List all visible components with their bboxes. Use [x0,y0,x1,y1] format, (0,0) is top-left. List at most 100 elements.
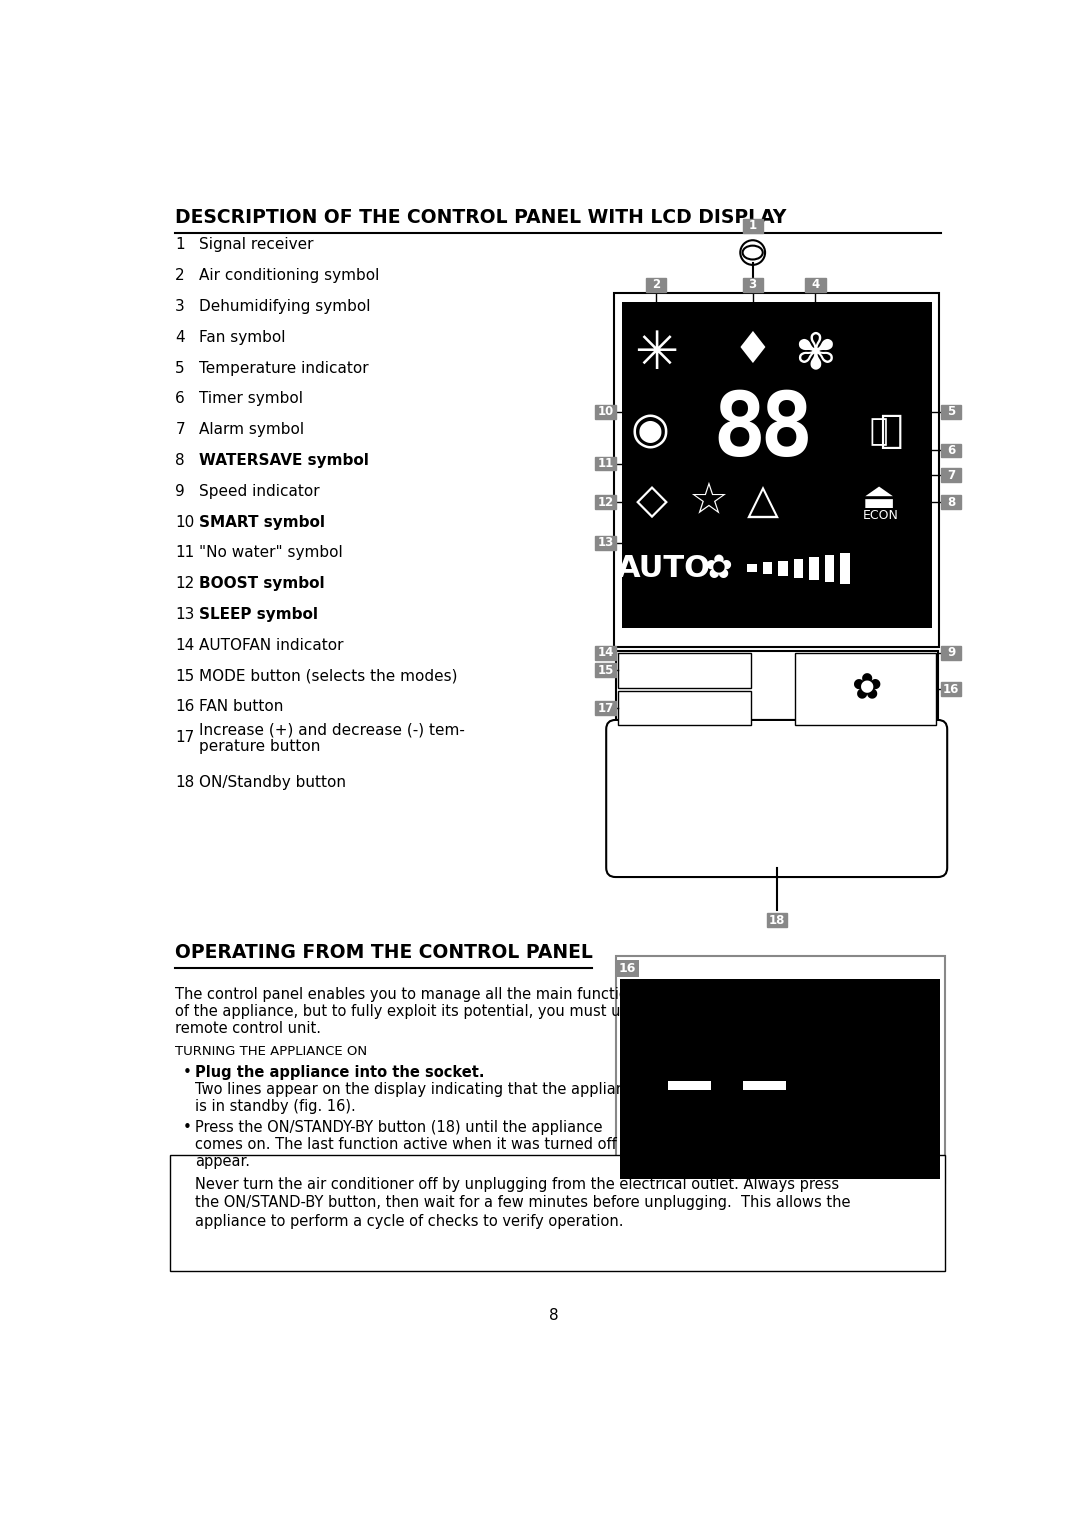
Text: 16: 16 [943,682,959,696]
Text: remote control unit.: remote control unit. [175,1021,322,1036]
Text: 13: 13 [597,536,613,550]
Text: MODE button (selects the modes): MODE button (selects the modes) [199,668,457,684]
Text: 18: 18 [175,775,194,790]
Text: AUTOFAN indicator: AUTOFAN indicator [199,638,343,653]
Text: Timer symbol: Timer symbol [199,391,302,407]
Text: •: • [183,1121,192,1135]
Bar [646,277,666,293]
Text: 10: 10 [175,514,194,530]
Bar [747,564,757,571]
Text: FAN button: FAN button [199,699,283,715]
Bar [618,690,751,725]
Bar [595,456,616,470]
Bar [941,494,961,508]
Text: 11: 11 [175,545,194,561]
Text: DESCRIPTION OF THE CONTROL PANEL WITH LCD DISPLAY: DESCRIPTION OF THE CONTROL PANEL WITH LC… [175,208,786,226]
Text: ◇: ◇ [636,480,667,524]
Bar [762,562,772,574]
Bar [595,701,616,715]
Text: ⏰: ⏰ [869,417,888,445]
Text: SLEEP symbol: SLEEP symbol [199,607,318,622]
Text: appliance to perform a cycle of checks to verify operation.: appliance to perform a cycle of checks t… [194,1214,623,1229]
Text: ECON: ECON [863,510,899,522]
Text: 8: 8 [713,388,766,474]
Text: 6: 6 [947,444,955,457]
Bar [806,277,825,293]
Text: 🌡: 🌡 [879,413,902,450]
Bar [941,405,961,419]
Text: Dehumidifying symbol: Dehumidifying symbol [199,299,370,314]
Text: perature button: perature button [199,739,320,755]
Text: 3: 3 [748,279,757,291]
Text: SMART symbol: SMART symbol [199,514,325,530]
Text: BOOST symbol: BOOST symbol [199,576,324,591]
Text: ♦: ♦ [732,330,772,371]
Text: ✳: ✳ [634,328,678,380]
Text: 9: 9 [175,484,185,499]
Bar [941,645,961,659]
Text: Plug the appliance into the socket.: Plug the appliance into the socket. [195,1066,485,1080]
Text: ◉: ◉ [631,410,670,453]
Text: 9: 9 [947,647,955,659]
Text: 3: 3 [175,299,185,314]
Text: 8: 8 [175,453,185,468]
Text: 15: 15 [597,664,613,676]
Bar [170,1155,945,1270]
Text: 6: 6 [175,391,185,407]
Bar [825,554,834,582]
Text: 4: 4 [175,330,185,345]
Text: Alarm symbol: Alarm symbol [199,422,303,437]
Bar [743,219,762,233]
Text: appear.: appear. [195,1155,251,1169]
Text: Speed indicator: Speed indicator [199,484,320,499]
Bar [595,494,616,508]
Bar [767,913,786,927]
Text: ☆: ☆ [689,480,728,524]
Text: TURNING THE APPLIANCE ON: TURNING THE APPLIANCE ON [175,1044,367,1058]
Text: 2: 2 [175,268,185,283]
Text: 17: 17 [597,702,613,715]
Bar [941,682,961,696]
Text: •: • [183,1066,192,1080]
Text: 4: 4 [811,279,820,291]
Bar [622,302,932,628]
FancyBboxPatch shape [606,719,947,878]
Bar [595,405,616,419]
Text: ✿: ✿ [704,551,732,585]
Text: AUTO: AUTO [618,554,712,582]
Text: 8: 8 [759,388,813,474]
Bar [616,961,638,976]
Bar [620,979,941,1180]
Bar [616,650,937,727]
Text: 10: 10 [597,405,613,419]
Text: 14: 14 [597,647,613,659]
Bar [941,468,961,482]
Text: comes on. The last function active when it was turned off will: comes on. The last function active when … [195,1137,646,1152]
Text: 1: 1 [175,237,185,253]
Bar [595,664,616,678]
Text: ✿: ✿ [851,671,881,707]
Text: Never turn the air conditioner off by unplugging from the electrical outlet. Alw: Never turn the air conditioner off by un… [194,1177,839,1192]
Bar [795,653,935,725]
Bar [794,559,804,578]
Text: ON/Standby button: ON/Standby button [199,775,346,790]
Text: △: △ [746,480,779,524]
Text: Air conditioning symbol: Air conditioning symbol [199,268,379,283]
Text: 13: 13 [175,607,194,622]
Text: 16: 16 [619,962,636,975]
Text: 18: 18 [769,913,785,927]
Text: 12: 12 [597,496,613,508]
Text: 12: 12 [175,576,194,591]
Text: 7: 7 [175,422,185,437]
Text: is in standby (fig. 16).: is in standby (fig. 16). [195,1100,356,1113]
Text: WATERSAVE symbol: WATERSAVE symbol [199,453,368,468]
Text: Signal receiver: Signal receiver [199,237,313,253]
Text: Press the ON/STANDY-BY button (18) until the appliance: Press the ON/STANDY-BY button (18) until… [195,1121,603,1135]
Text: 15: 15 [175,668,194,684]
Text: 2: 2 [651,279,660,291]
Text: 14: 14 [175,638,194,653]
Text: The control panel enables you to manage all the main functions: The control panel enables you to manage … [175,987,645,1003]
Text: 1: 1 [748,219,757,233]
Text: ✾: ✾ [795,330,836,379]
Bar [618,653,751,687]
